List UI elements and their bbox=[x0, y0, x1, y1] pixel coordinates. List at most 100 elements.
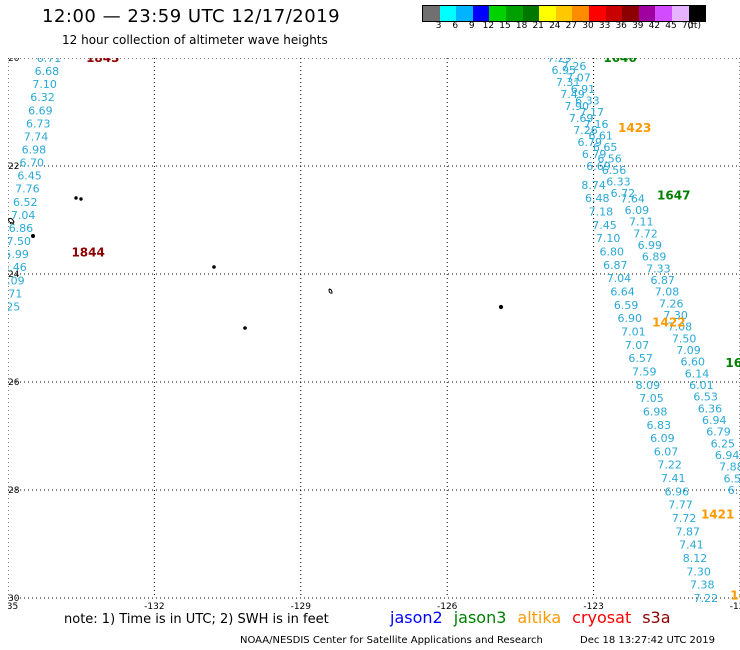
island-1 bbox=[8, 217, 15, 224]
generated-timestamp: Dec 18 13:27:42 UTC 2019 bbox=[580, 635, 715, 646]
legend-label: 18 bbox=[515, 21, 528, 31]
wave-height-value: 6.01 bbox=[689, 379, 714, 392]
wave-height-value: 6.65 bbox=[593, 141, 618, 154]
legend-swatch bbox=[588, 6, 606, 21]
wave-height-value: 6.98 bbox=[643, 405, 668, 418]
wave-height-value: 6.98 bbox=[22, 144, 47, 157]
wave-height-value: 7.17 bbox=[580, 106, 605, 119]
wave-height-value: 6.94 bbox=[715, 449, 740, 462]
page-title: 12:00 — 23:59 UTC 12/17/2019 bbox=[42, 6, 341, 27]
island-6 bbox=[212, 265, 216, 269]
wave-height-value: 6.87 bbox=[603, 259, 628, 272]
wave-height-value: 7.26 bbox=[573, 124, 598, 137]
mission-jason3: jason3 bbox=[453, 608, 507, 627]
wave-height-value: 7.04 bbox=[11, 209, 36, 222]
pass-time-labels: 1843 1844 1646 1423 1647 1422 1646 1421 1420 bbox=[71, 58, 740, 602]
wave-height-value: 7.88 bbox=[719, 461, 740, 474]
wave-height-value: 8.74 bbox=[581, 179, 606, 192]
wave-height-value: 7.22 bbox=[694, 592, 719, 605]
wave-height-value: 6.59 bbox=[614, 299, 639, 312]
legend-label: 21 bbox=[532, 21, 544, 31]
wave-height-value: 7.69 bbox=[569, 112, 594, 125]
wave-height-value: 7.04 bbox=[607, 272, 632, 285]
wave-height-value: 6.09 bbox=[650, 432, 675, 445]
wave-height-value: 6.79 bbox=[578, 136, 603, 149]
wave-height-tracks: 6.716.687.106.326.696.737.746.986.706.45… bbox=[8, 58, 740, 605]
wave-height-value: 7.33 bbox=[646, 262, 671, 275]
wave-height-value: 7.45 bbox=[592, 219, 617, 232]
wave-height-value: 7.71 bbox=[8, 287, 22, 300]
wave-height-value: 7.77 bbox=[668, 499, 693, 512]
legend-label: 15 bbox=[499, 21, 511, 31]
wave-height-value: 7.01 bbox=[621, 325, 646, 338]
wave-height-value: 6.33 bbox=[606, 175, 631, 188]
islands bbox=[8, 196, 504, 330]
legend-swatch bbox=[671, 6, 689, 21]
wave-height-value: 7.07 bbox=[625, 339, 650, 352]
color-legend-bar bbox=[422, 5, 707, 22]
legend-swatch bbox=[423, 6, 440, 21]
wave-height-value: 7.64 bbox=[620, 192, 645, 205]
wave-height-value: 6.96 bbox=[665, 485, 690, 498]
lat-tick-label: 30 bbox=[8, 594, 20, 604]
pass-time-label: 1647 bbox=[657, 189, 690, 203]
wave-height-value: 7.18 bbox=[589, 206, 614, 219]
wave-height-value: 5.99 bbox=[8, 248, 29, 261]
lon-tick-label: -132 bbox=[144, 602, 164, 610]
legend-label: 33 bbox=[598, 21, 611, 31]
wave-height-value: 6.45 bbox=[17, 170, 42, 183]
wave-height-value: 7.90 bbox=[565, 100, 590, 113]
wave-height-value: 7.72 bbox=[633, 227, 658, 240]
lon-tick-label: -126 bbox=[437, 602, 458, 610]
legend-label: 36 bbox=[615, 21, 627, 31]
wave-height-value: 6.68 bbox=[35, 65, 60, 78]
wave-height-value: 6.79 bbox=[706, 426, 731, 439]
wave-height-value: 6.86 bbox=[9, 222, 33, 235]
wave-height-value: 7.38 bbox=[690, 579, 715, 592]
wave-height-value: 7.26 bbox=[659, 297, 684, 310]
legend-swatch bbox=[472, 6, 490, 21]
wave-height-value: 7.26 bbox=[562, 60, 587, 73]
pass-time-label: 1422 bbox=[652, 316, 685, 330]
legend-swatch bbox=[655, 6, 672, 21]
lat-tick-label: 20 bbox=[8, 58, 20, 64]
wave-height-value: 6.79 bbox=[728, 484, 740, 497]
legend-swatch bbox=[622, 6, 639, 21]
wave-height-value: 6.33 bbox=[575, 95, 600, 108]
wave-height-value: 6.70 bbox=[19, 157, 44, 170]
pass-time-label: 1646 bbox=[603, 58, 636, 65]
lat-tick-label: 28 bbox=[8, 486, 20, 496]
legend-label: 42 bbox=[648, 21, 661, 31]
lat-tick-label: 24 bbox=[8, 270, 20, 280]
wave-height-value: 7.05 bbox=[639, 392, 664, 405]
wave-height-value: 7.31 bbox=[556, 76, 581, 89]
legend-swatch bbox=[539, 6, 556, 21]
legend-label: 6 bbox=[452, 21, 459, 31]
color-legend-labels: 3 6 9 12 15 18 21 24 27 30 33 36 39 42 45 70 (ft) bbox=[422, 21, 732, 33]
wave-height-value: 7.30 bbox=[663, 309, 688, 322]
lat-tick-label: 26 bbox=[8, 378, 20, 388]
pass-time-label: 1421 bbox=[701, 507, 734, 521]
legend-label: 24 bbox=[549, 21, 561, 31]
legend-label: 27 bbox=[565, 21, 578, 31]
wave-height-value: 6.61 bbox=[588, 129, 613, 142]
wave-height-value: 6.14 bbox=[685, 367, 710, 380]
wave-height-value: 6.69 bbox=[586, 160, 611, 173]
island-2 bbox=[9, 222, 15, 226]
legend-label: 70 bbox=[681, 21, 694, 31]
mission-altika: altika bbox=[517, 608, 562, 627]
wave-height-value: 7.29 bbox=[547, 58, 572, 65]
island-4 bbox=[74, 196, 78, 200]
credit-text: NOAA/NESDIS Center for Satellite Applica… bbox=[240, 635, 543, 646]
wave-height-value: 6.87 bbox=[650, 274, 675, 287]
wave-height-value: 7.49 bbox=[560, 88, 585, 101]
wave-height-value: 7.87 bbox=[675, 525, 700, 538]
legend-swatch bbox=[638, 6, 656, 21]
wave-height-value: 6.83 bbox=[647, 419, 672, 432]
wave-height-value: 7.09 bbox=[676, 344, 701, 357]
island-5 bbox=[79, 197, 83, 201]
legend-swatch bbox=[505, 6, 523, 21]
mission-jason2: jason2 bbox=[390, 608, 443, 627]
legend-label: 9 bbox=[468, 21, 475, 31]
legend-label: 39 bbox=[632, 21, 644, 31]
